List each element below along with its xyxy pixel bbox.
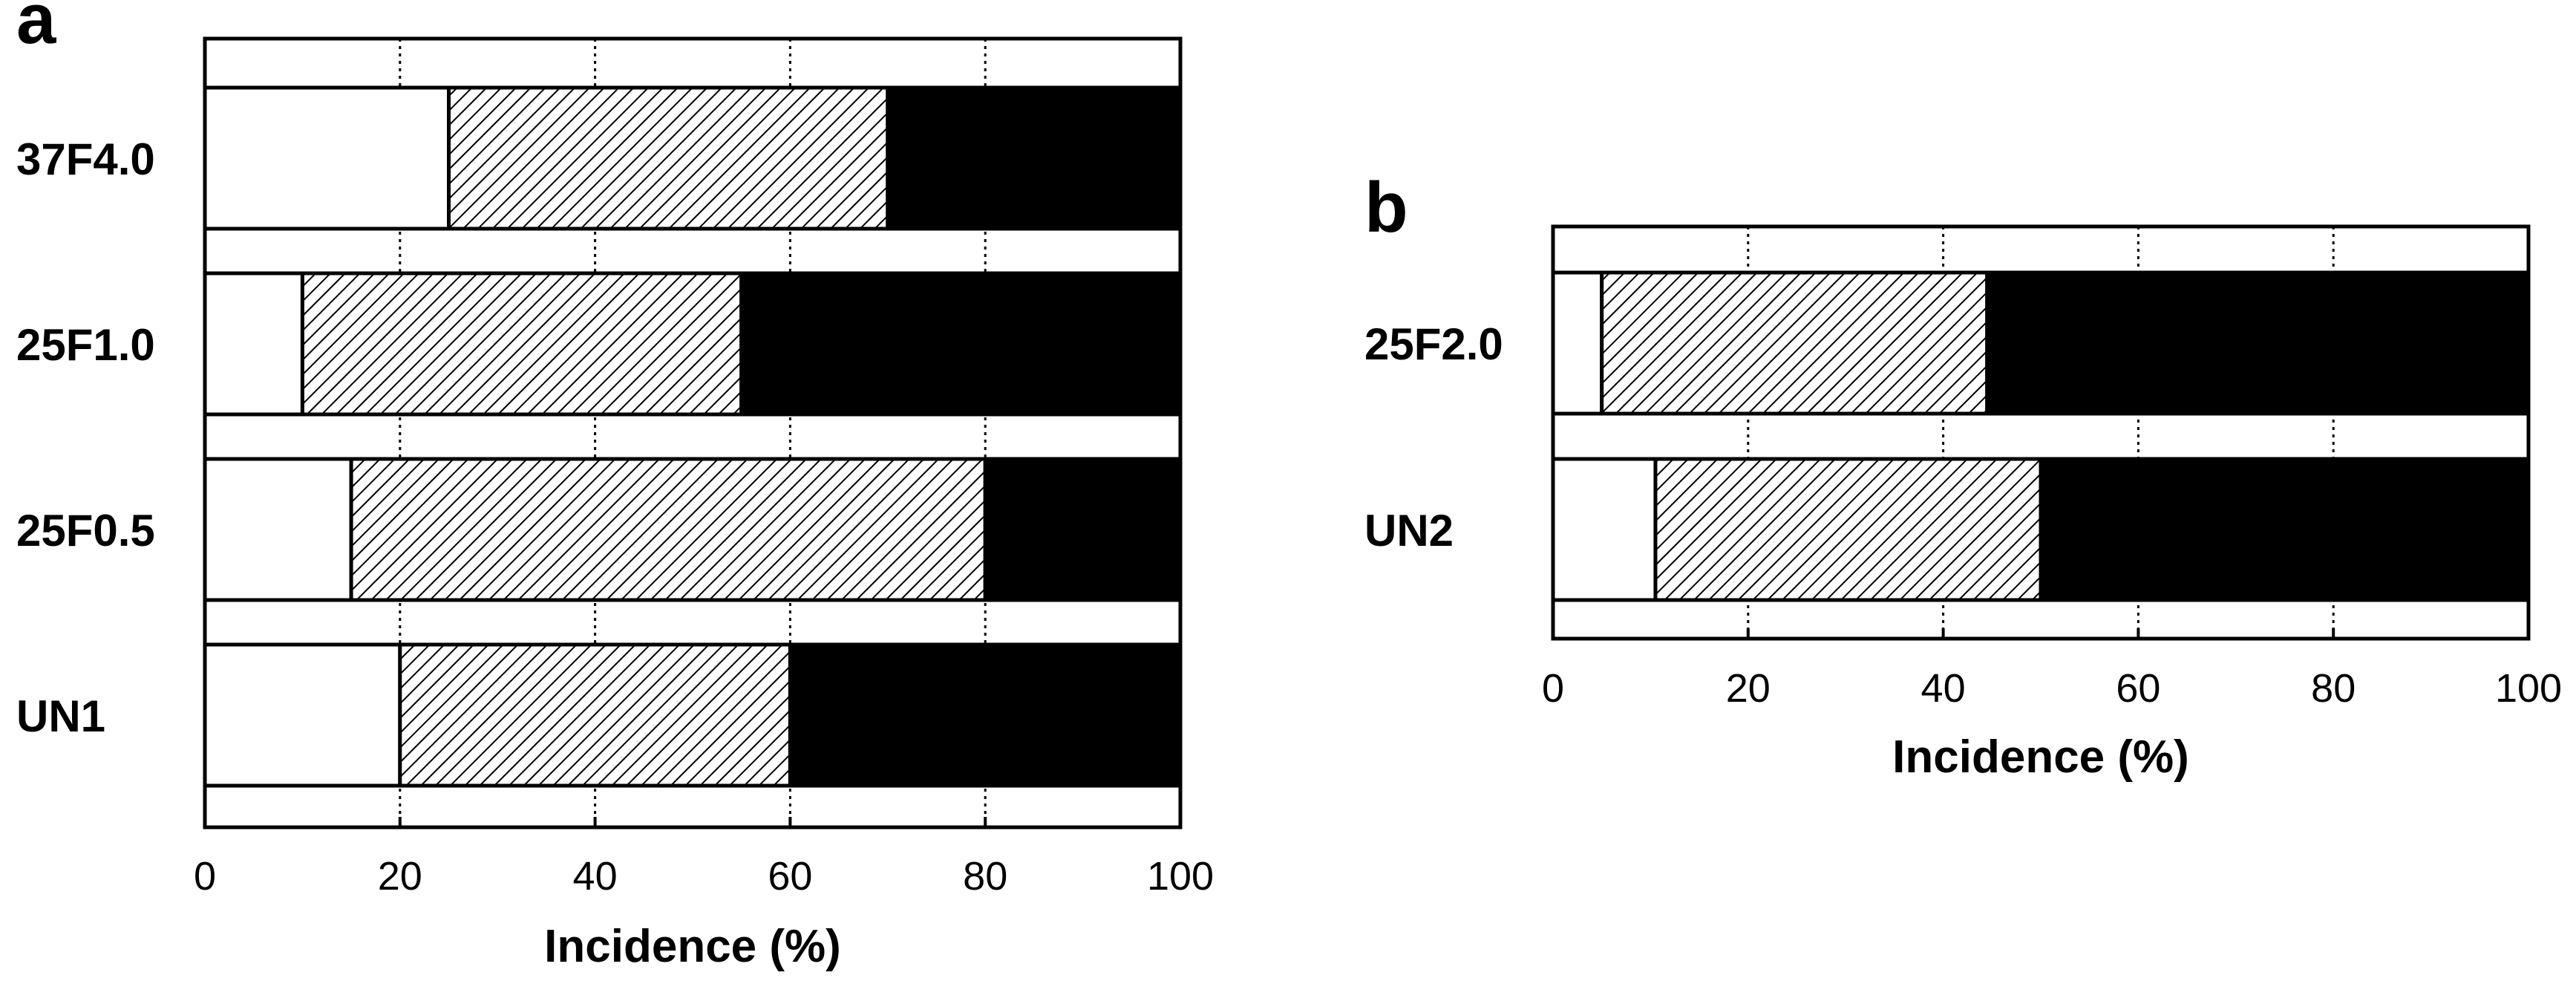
x-tick-label: 80 [963, 854, 1007, 899]
bar-hatched-segment [300, 271, 744, 417]
category-label: 25F2.0 [1364, 319, 1503, 369]
bar-hatched-segment [1653, 457, 2043, 602]
bar-black-segment [1985, 270, 2531, 416]
x-tick-label: 80 [2311, 666, 2356, 711]
panel-letter: a [16, 0, 56, 59]
x-tick-label: 20 [378, 854, 422, 899]
x-axis-title: Incidence (%) [1892, 731, 2189, 783]
bar-hatched-segment [398, 642, 792, 788]
x-tick-label: 20 [1726, 666, 1771, 711]
x-tick-label: 40 [573, 854, 618, 899]
bar-hatched-segment [349, 457, 987, 602]
bar-white-segment [1551, 270, 1604, 416]
bar-hatched-segment [1600, 270, 1990, 416]
plot-frame [1551, 224, 2531, 641]
bar-white-segment [203, 457, 353, 602]
plot-frame [203, 36, 1183, 830]
category-label: 25F1.0 [16, 320, 155, 370]
x-tick-label: 0 [194, 854, 216, 899]
category-label: 37F4.0 [16, 134, 155, 184]
category-label: UN2 [1364, 506, 1454, 555]
x-axis-title: Incidence (%) [544, 921, 841, 972]
category-label: 25F0.5 [16, 506, 155, 555]
category-label: UN1 [16, 691, 105, 741]
bar-white-segment [1551, 457, 1658, 602]
panel-a-chart: a 37F4.0 25F1.0 25F0.5 UN1 0 20 40 60 80 100 Incide… [16, 0, 1214, 972]
bar-black-segment [788, 642, 1183, 788]
x-tick-label: 60 [768, 854, 812, 899]
bar-white-segment [203, 85, 451, 231]
x-tick-label: 100 [1147, 854, 1214, 899]
x-tick-label: 60 [2116, 666, 2160, 711]
x-tick-label: 100 [2495, 666, 2562, 711]
x-tick-label: 40 [1921, 666, 1966, 711]
panel-letter: b [1364, 168, 1408, 247]
bar-black-segment [739, 271, 1183, 417]
x-tick-label: 0 [1542, 666, 1564, 711]
bar-black-segment [886, 85, 1183, 231]
panel-b-chart: b 25F2.0 UN2 0 20 40 60 80 100 Incidence (%) [1364, 168, 2562, 783]
bar-black-segment [2039, 457, 2531, 602]
bar-black-segment [983, 457, 1183, 602]
bar-hatched-segment [447, 85, 890, 231]
bar-white-segment [203, 642, 402, 788]
bar-white-segment [203, 271, 304, 417]
